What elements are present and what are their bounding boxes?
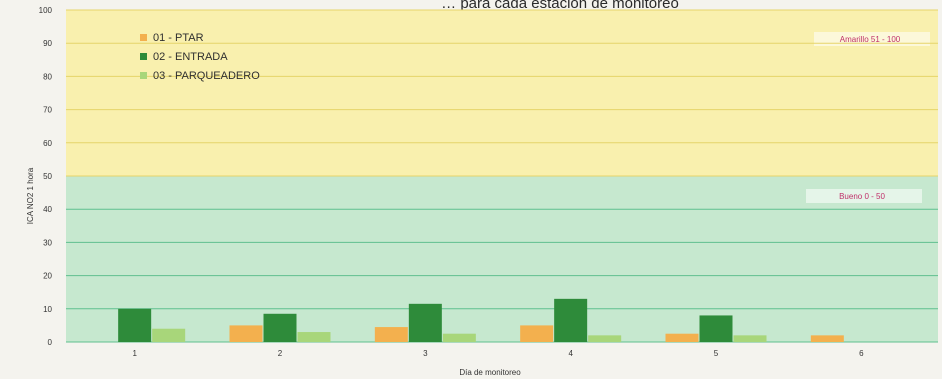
x-tick-label-4: 4 — [568, 349, 573, 358]
y-tick-label-8: 80 — [43, 72, 52, 81]
y-tick-label-10: 100 — [39, 6, 53, 15]
y-tick-label-1: 10 — [43, 305, 52, 314]
legend-label-1: 01 - PTAR — [153, 32, 204, 44]
legend-label-3: 03 - PARQUEADERO — [153, 70, 260, 82]
band-1 — [66, 176, 938, 342]
bars — [118, 298, 844, 342]
legend-swatch-2 — [140, 53, 147, 60]
bar-s3-c5 — [733, 335, 767, 342]
band-label-box-1 — [806, 189, 922, 203]
bar-s1-c3 — [374, 327, 408, 342]
bar-s2-c2 — [263, 313, 297, 342]
bar-s3-c4 — [588, 335, 622, 342]
x-tick-label-3: 3 — [423, 349, 428, 358]
x-tick-label-2: 2 — [278, 349, 283, 358]
bar-s2-c3 — [408, 303, 442, 342]
x-tick-label-1: 1 — [132, 349, 137, 358]
legend-swatch-3 — [140, 72, 147, 79]
bar-s2-c1 — [118, 308, 152, 342]
y-tick-label-4: 40 — [43, 205, 52, 214]
y-tick-label-2: 20 — [43, 272, 52, 281]
x-axis-ticks: 1 2 3 4 5 6 — [132, 349, 864, 358]
background-bands: Amarillo 51 - 100 Bueno 0 - 50 — [66, 10, 938, 342]
bar-s1-c6 — [810, 335, 844, 342]
legend-swatch-1 — [140, 34, 147, 41]
bar-s1-c4 — [520, 325, 554, 342]
y-tick-label-9: 90 — [43, 39, 52, 48]
legend: 01 - PTAR 02 - ENTRADA 03 - PARQUEADERO — [140, 32, 260, 82]
bar-s2-c5 — [699, 315, 733, 342]
x-axis-label: Día de monitoreo — [459, 368, 521, 377]
y-tick-label-7: 70 — [43, 106, 52, 115]
bar-s1-c2 — [229, 325, 263, 342]
gridlines — [66, 9, 938, 343]
bar-s3-c2 — [297, 332, 331, 342]
x-tick-label-6: 6 — [859, 349, 864, 358]
band-label-box-0 — [814, 32, 930, 46]
band-label-0: Amarillo 51 - 100 — [840, 35, 901, 44]
chart-title: … para cada estación de monitoreo — [441, 0, 679, 12]
bar-s3-c3 — [442, 333, 476, 342]
y-tick-label-0: 0 — [48, 338, 53, 347]
bar-s2-c4 — [554, 298, 588, 342]
y-axis-label: ICA NO2 1 hora — [26, 167, 35, 224]
y-tick-label-5: 50 — [43, 172, 52, 181]
band-0 — [66, 10, 938, 176]
x-tick-label-5: 5 — [714, 349, 719, 358]
bar-s3-c1 — [152, 328, 186, 342]
y-tick-label-3: 30 — [43, 238, 52, 247]
y-tick-label-6: 60 — [43, 139, 52, 148]
legend-label-2: 02 - ENTRADA — [153, 51, 228, 63]
band-label-1: Bueno 0 - 50 — [839, 192, 885, 201]
bar-s1-c5 — [665, 333, 699, 342]
y-axis-ticks: 0 10 20 30 40 50 60 70 80 90 100 — [39, 6, 53, 347]
